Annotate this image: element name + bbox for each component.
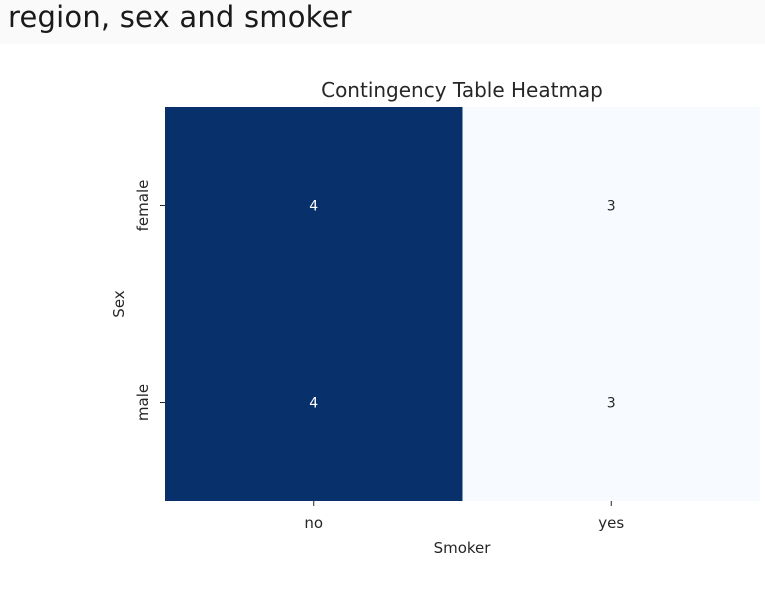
cell-value-male-no: 4 [309,396,318,412]
page-heading: region, sex and smoker [8,0,352,34]
y-tick-label-female: female [134,180,152,232]
x-axis-label: Smoker [434,539,492,557]
y-axis: female male [134,180,165,421]
cell-value-female-no: 4 [309,199,318,215]
heatmap-cell-female-no [165,107,463,304]
x-tick-label-no: no [304,514,323,532]
x-tick-label-yes: yes [598,514,624,532]
heatmap-cells [165,107,760,501]
cell-value-female-yes: 3 [607,199,616,215]
y-tick-label-male: male [134,384,152,421]
header-band [0,0,765,44]
chart-title: Contingency Table Heatmap [321,78,603,102]
heatmap-cell-female-yes [462,107,760,304]
heatmap-annotations: 4 3 4 3 [309,199,615,412]
x-axis: no yes [304,501,624,532]
heatmap-cell-male-no [165,304,463,501]
heatmap-cell-male-yes [462,304,760,501]
y-axis-label: Sex [110,290,128,317]
cell-value-male-yes: 3 [607,396,616,412]
